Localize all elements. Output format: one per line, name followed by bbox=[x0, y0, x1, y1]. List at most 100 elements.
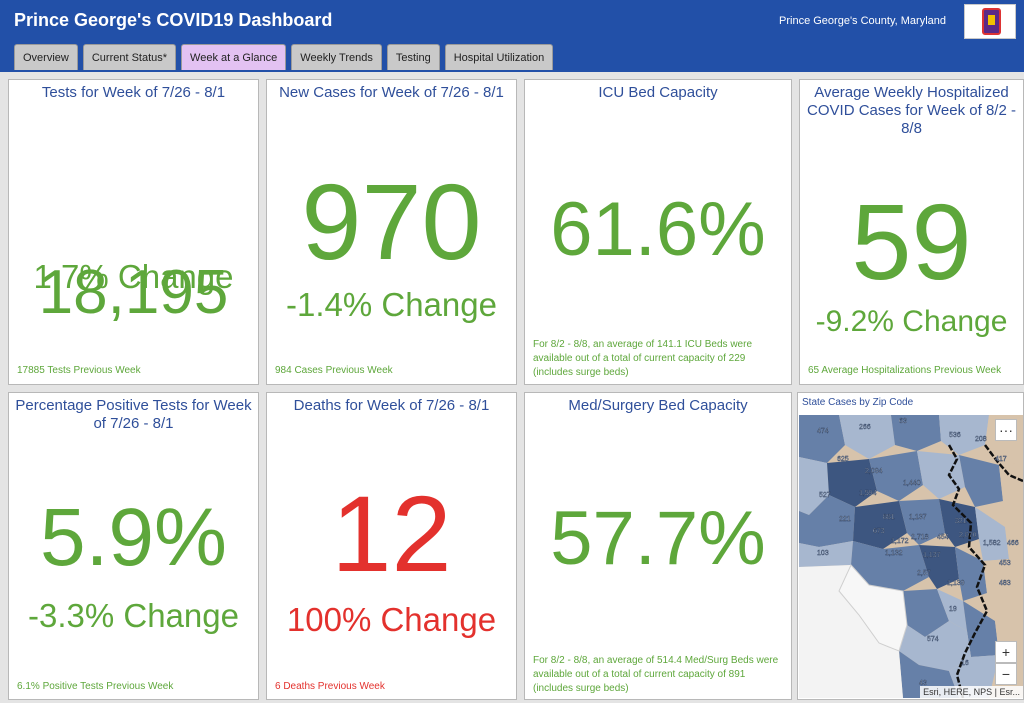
zip-region bbox=[851, 541, 929, 591]
zip-case-label: 321 bbox=[955, 518, 967, 525]
tab-overview[interactable]: Overview bbox=[14, 44, 78, 70]
cases-change: -1.4% Change bbox=[286, 286, 497, 323]
zip-case-label: 453 bbox=[999, 560, 1011, 567]
card-title: Average Weekly Hospitalized COVID Cases … bbox=[807, 84, 1016, 137]
zip-region bbox=[975, 507, 1009, 561]
tests-change: 1.7% Change bbox=[33, 258, 234, 295]
county-label: Prince George's County, Maryland bbox=[779, 15, 946, 27]
zip-case-label: 221 bbox=[839, 516, 851, 523]
dc-boundary bbox=[838, 564, 908, 652]
zip-region bbox=[983, 559, 1023, 621]
zoom-out-button[interactable]: − bbox=[995, 663, 1017, 685]
tab-bar: Overview Current Status* Week at a Glanc… bbox=[14, 44, 558, 70]
zip-case-label: 1,594 bbox=[859, 490, 877, 497]
zip-case-label: 1,137 bbox=[909, 514, 927, 521]
card-title: New Cases for Week of 7/26 - 8/1 bbox=[279, 84, 504, 101]
cases-card: New Cases for Week of 7/26 - 8/1 970 -1.… bbox=[266, 79, 517, 385]
zip-case-label: 1,132 bbox=[885, 550, 903, 557]
card-title: Deaths for Week of 7/26 - 8/1 bbox=[293, 397, 490, 414]
zip-case-label: 1,582 bbox=[983, 540, 1001, 547]
county-boundary bbox=[947, 444, 989, 698]
map-canvas: 474 266 63 536 208 417 625 2,094 1,440 1,594 527 22… bbox=[799, 415, 1023, 698]
zip-region bbox=[799, 415, 845, 463]
dashboard-header: Prince George's COVID19 Dashboard Prince… bbox=[0, 0, 1024, 72]
hospitalized-change: -9.2% Change bbox=[815, 305, 1008, 338]
zip-region bbox=[839, 415, 895, 459]
zip-map-card: State Cases by Zip Code bbox=[797, 392, 1024, 700]
tab-current-status[interactable]: Current Status* bbox=[82, 44, 177, 70]
zip-region bbox=[891, 415, 941, 451]
positive-card: Percentage Positive Tests for Week of 7/… bbox=[8, 392, 259, 700]
zip-code-map[interactable]: 474 266 63 536 208 417 625 2,094 1,440 1,594 527 22… bbox=[799, 415, 1023, 698]
tab-testing[interactable]: Testing bbox=[386, 44, 440, 70]
zip-region bbox=[903, 589, 949, 637]
zip-case-label: 881 bbox=[883, 514, 895, 521]
positive-change: -3.3% Change bbox=[28, 597, 239, 634]
medsurg-card: Med/Surgery Bed Capacity 57.7% For 8/2 -… bbox=[524, 392, 792, 700]
zip-case-label: 574 bbox=[927, 636, 939, 643]
deaths-footer: 6 Deaths Previous Week bbox=[275, 681, 385, 692]
zip-region bbox=[853, 501, 907, 549]
zip-case-label: 417 bbox=[995, 456, 1007, 463]
zip-case-label: 1,137 bbox=[923, 552, 941, 559]
zip-region bbox=[939, 415, 989, 455]
tab-weekly-trends[interactable]: Weekly Trends bbox=[291, 44, 382, 70]
positive-footer: 6.1% Positive Tests Previous Week bbox=[17, 681, 174, 692]
zip-region bbox=[937, 589, 967, 631]
zip-case-label: 63 bbox=[899, 418, 907, 425]
card-title: ICU Bed Capacity bbox=[598, 84, 718, 101]
deaths-value: 12 bbox=[331, 473, 452, 594]
medsurg-value: 57.7% bbox=[550, 496, 766, 581]
zip-region bbox=[869, 451, 923, 501]
zip-case-label: 103 bbox=[817, 550, 829, 557]
zip-case-label: 266 bbox=[859, 424, 871, 431]
zip-case-label: 2,070 bbox=[959, 532, 977, 539]
zip-case-label: 474 bbox=[817, 428, 829, 435]
zip-region bbox=[799, 457, 829, 515]
zip-case-label: 208 bbox=[975, 436, 987, 443]
deaths-card: Deaths for Week of 7/26 - 8/1 12 100% Ch… bbox=[266, 392, 517, 700]
zip-case-label: 527 bbox=[819, 492, 831, 499]
icu-card: ICU Bed Capacity 61.6% For 8/2 - 8/8, an… bbox=[524, 79, 792, 385]
zip-region bbox=[799, 541, 853, 567]
tests-value: 18,195 bbox=[38, 258, 229, 327]
map-attribution: Esri, HERE, NPS | Esr... bbox=[920, 686, 1023, 698]
zoom-in-button[interactable]: + bbox=[995, 641, 1017, 663]
cases-footer: 984 Cases Previous Week bbox=[275, 365, 393, 376]
zip-case-label: 1,440 bbox=[903, 480, 921, 487]
icu-footer: For 8/2 - 8/8, an average of 141.1 ICU B… bbox=[533, 339, 753, 378]
zip-case-label: 16 bbox=[961, 660, 969, 667]
dashboard-title: Prince George's COVID19 Dashboard bbox=[14, 10, 333, 30]
zip-region bbox=[917, 451, 965, 499]
zip-region bbox=[999, 463, 1023, 527]
card-title: Tests for Week of 7/26 - 8/1 bbox=[41, 84, 226, 101]
tests-card: Tests for Week of 7/26 - 8/1 18,195 1.7%… bbox=[8, 79, 259, 385]
zip-region bbox=[799, 495, 855, 547]
map-title: State Cases by Zip Code bbox=[802, 397, 914, 408]
zip-label-layer: 474 266 63 536 208 417 625 2,094 1,440 1,594 527 22… bbox=[817, 418, 1019, 687]
zip-region bbox=[827, 459, 877, 507]
county-seal-icon bbox=[982, 8, 1001, 35]
card-title: Med/Surgery Bed Capacity bbox=[568, 397, 748, 414]
zip-case-label: 2,718 bbox=[911, 534, 929, 541]
zip-case-label: 454 bbox=[937, 534, 949, 541]
zip-case-label: 673 bbox=[873, 528, 885, 535]
tests-footer: 17885 Tests Previous Week bbox=[17, 365, 141, 376]
zip-region bbox=[899, 499, 945, 545]
card-title: Percentage Positive Tests for Week of 7/… bbox=[15, 397, 252, 432]
map-more-options-button[interactable]: ··· bbox=[995, 419, 1017, 441]
zip-case-label: 1,139 bbox=[947, 580, 965, 587]
zip-case-label: 19 bbox=[949, 606, 957, 613]
hospitalized-card: Average Weekly Hospitalized COVID Cases … bbox=[799, 79, 1024, 385]
tab-week-at-a-glance[interactable]: Week at a Glance bbox=[181, 44, 287, 70]
zip-region bbox=[1005, 525, 1023, 587]
deaths-change: 100% Change bbox=[286, 601, 497, 638]
county-logo bbox=[964, 4, 1016, 39]
zip-region bbox=[959, 455, 1003, 507]
zip-region bbox=[919, 545, 959, 589]
hospitalized-footer: 65 Average Hospitalizations Previous Wee… bbox=[808, 365, 1002, 376]
tab-hospital-utilization[interactable]: Hospital Utilization bbox=[444, 44, 554, 70]
zip-case-label: 483 bbox=[999, 580, 1011, 587]
zip-region bbox=[955, 547, 987, 601]
hospitalized-value: 59 bbox=[851, 181, 972, 302]
